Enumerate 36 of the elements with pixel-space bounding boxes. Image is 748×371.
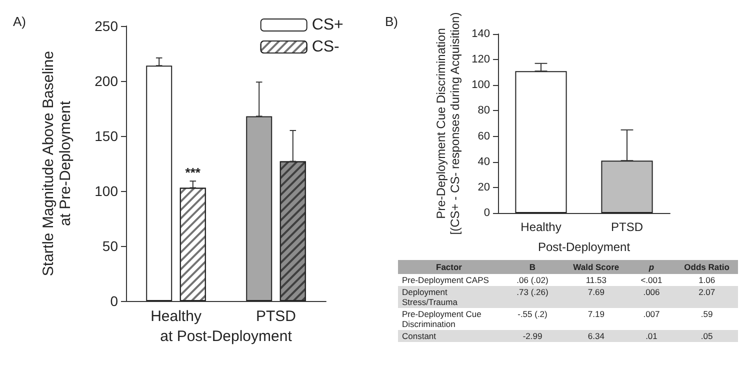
legend-label: CS- <box>312 38 340 56</box>
y-tick-label: 150 <box>94 128 118 144</box>
y-tick-label: 80 <box>478 104 490 117</box>
x-axis-title: at Post-Deployment <box>160 328 293 345</box>
y-tick-label: 40 <box>478 156 490 168</box>
y-tick-label: 0 <box>484 207 490 219</box>
bar <box>146 66 172 301</box>
y-tick-label: 250 <box>94 18 118 34</box>
legend-label: CS+ <box>312 16 344 34</box>
table-row: Pre-Deployment Cue Discrimination -.55 (.2) 7.19 .007 .59 <box>398 308 738 330</box>
x-axis-title: Post-Deployment <box>538 240 631 254</box>
category-label: B <box>528 261 537 274</box>
y-tick-label: 20 <box>478 181 490 194</box>
x-tick-label: PTSD <box>610 220 644 234</box>
text: B) <box>385 14 398 29</box>
y-axis-title: Startle Magnitude Above Baseline at Pre-Deployment <box>40 50 74 276</box>
x-tick-label: Healthy <box>520 220 562 234</box>
category-label: Factor <box>435 261 463 274</box>
y-tick-label: 50 <box>102 238 118 254</box>
y-tick-label: 140 <box>472 28 490 40</box>
text: A) <box>13 14 26 29</box>
y-tick-label: 100 <box>94 183 118 199</box>
x-tick-label: PTSD <box>256 308 296 325</box>
y-axis-title: Pre-Deployment Cue Discrimination [(CS+ - CS- responses during Acquisition) <box>434 12 462 235</box>
y-tick-label: 100 <box>472 79 490 92</box>
category-label: p <box>648 261 656 274</box>
table-row: Pre-Deployment CAPS .06 (.02) 11.53 <.001 1.06 <box>398 274 738 286</box>
y-tick-label: 0 <box>110 293 118 309</box>
bar <box>246 116 272 301</box>
y-tick-label: 120 <box>472 54 490 66</box>
annotation: *** <box>185 165 202 180</box>
category-label: Odds Ratio <box>683 261 730 274</box>
category-label: Wald Score <box>572 261 620 274</box>
x-tick-label: Healthy <box>150 308 202 325</box>
y-tick-label: 200 <box>94 73 118 89</box>
y-tick-label: 60 <box>478 130 490 142</box>
